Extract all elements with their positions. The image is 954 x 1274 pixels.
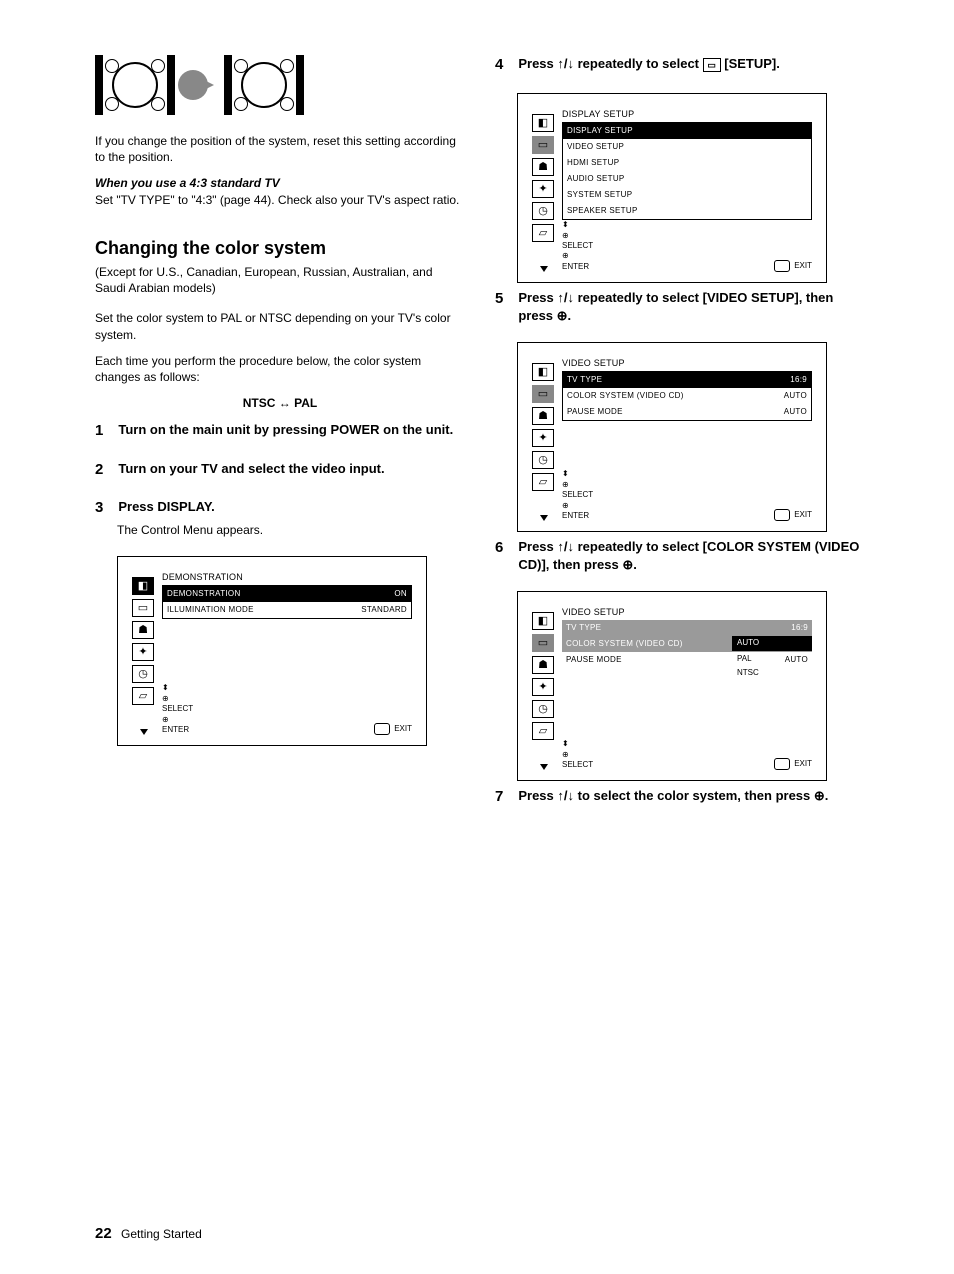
page-footer: 22 Getting Started xyxy=(95,1224,202,1244)
menu-row[interactable]: SPEAKER SETUP xyxy=(563,203,811,219)
menu-row[interactable]: TV TYPE 16:9 xyxy=(563,372,811,388)
sidebar-icon: ◧ xyxy=(532,363,554,381)
step-2: 2 Turn on your TV and select the video i… xyxy=(95,460,465,480)
updown-icon: ⬍ xyxy=(562,739,593,749)
step-5: 5 Press ↑/↓ repeatedly to select [VIDEO … xyxy=(495,289,865,324)
exit-icon[interactable] xyxy=(374,723,390,735)
menu-demonstration: ◧ ▭ ☗ ✦ ◷ ▱ DEMONSTRATION DEMONSTRATION … xyxy=(117,556,427,746)
more-icon xyxy=(140,729,148,735)
menu-row[interactable]: VIDEO SETUP xyxy=(563,139,811,155)
sidebar-icon: ✦ xyxy=(132,643,154,661)
step-4: 4 Press ↑/↓ repeatedly to select ▭ [SETU… xyxy=(495,55,865,75)
updown-icon: ↑/↓ xyxy=(557,290,574,305)
menu-row[interactable]: SYSTEM SETUP xyxy=(563,187,811,203)
menu-title: VIDEO SETUP xyxy=(562,606,625,618)
sidebar-icon: ☗ xyxy=(532,158,554,176)
sidebar-icon: ▱ xyxy=(532,722,554,740)
sidebar-icon: ◧ xyxy=(132,577,154,595)
sidebar-icon: ☗ xyxy=(532,407,554,425)
updown-icon: ↑/↓ xyxy=(557,56,574,71)
step-7: 7 Press ↑/↓ to select the color system, … xyxy=(495,787,865,807)
menu-footer: ⬍ ⊕ SELECT ⊕ ENTER EXIT xyxy=(162,683,412,735)
updown-icon: ⬍ xyxy=(562,469,593,479)
note-position: If you change the position of the system… xyxy=(95,133,465,165)
menu-footer: ⬍ ⊕ SELECT ⊕ ENTER EXIT xyxy=(562,220,812,272)
menu-sidebar: ◧ ▭ ☗ ✦ ◷ ▱ xyxy=(532,363,556,495)
menu-sidebar: ◧ ▭ ☗ ✦ ◷ ▱ xyxy=(532,612,556,744)
updown-icon: ↑/↓ xyxy=(557,788,574,803)
step-3: 3 Press DISPLAY. The Control Menu appear… xyxy=(95,498,465,538)
more-icon xyxy=(540,266,548,272)
menu-title: DISPLAY SETUP xyxy=(562,108,634,120)
more-icon xyxy=(540,515,548,521)
updown-icon: ↑/↓ xyxy=(557,539,574,554)
option-item[interactable]: NTSC xyxy=(732,666,812,681)
setup-icon: ▭ xyxy=(703,58,721,72)
updown-icon: ⬍ xyxy=(162,683,193,693)
sidebar-icon: ☗ xyxy=(132,621,154,639)
menu-sidebar: ◧ ▭ ☗ ✦ ◷ ▱ xyxy=(532,114,556,246)
menu-row[interactable]: TV TYPE 16:9 xyxy=(562,620,812,636)
sidebar-icon: ▭ xyxy=(532,634,554,652)
sidebar-icon: ◷ xyxy=(132,665,154,683)
menu-title: VIDEO SETUP xyxy=(562,357,625,369)
menu-footer: ⬍ ⊕ SELECT EXIT xyxy=(562,739,812,770)
section-subtitle: (Except for U.S., Canadian, European, Ru… xyxy=(95,264,465,296)
tv-4-3 xyxy=(224,55,304,115)
sidebar-icon: ✦ xyxy=(532,180,554,198)
sidebar-icon: ▭ xyxy=(132,599,154,617)
menu-footer: ⬍ ⊕ SELECT ⊕ ENTER EXIT xyxy=(562,469,812,521)
note-4-3: When you use a 4:3 standard TV Set "TV T… xyxy=(95,175,465,207)
menu-title: DEMONSTRATION xyxy=(162,571,243,583)
sidebar-icon: ✦ xyxy=(532,678,554,696)
exit-icon[interactable] xyxy=(774,758,790,770)
exit-icon[interactable] xyxy=(774,260,790,272)
sidebar-icon: ▱ xyxy=(132,687,154,705)
step-6: 6 Press ↑/↓ repeatedly to select [COLOR … xyxy=(495,538,865,573)
updown-icon: ⬍ xyxy=(562,220,593,230)
sidebar-icon: ▱ xyxy=(532,473,554,491)
sidebar-icon: ◧ xyxy=(532,612,554,630)
menu-color-system: ◧ ▭ ☗ ✦ ◷ ▱ VIDEO SETUP TV TYPE 16:9 COL… xyxy=(517,591,827,781)
menu-panel: TV TYPE 16:9 COLOR SYSTEM (VIDEO CD) AUT… xyxy=(562,371,812,421)
menu-row[interactable]: ILLUMINATION MODE STANDARD xyxy=(163,602,411,618)
menu-row[interactable]: COLOR SYSTEM (VIDEO CD) AUTO xyxy=(563,388,811,404)
menu-row[interactable]: DEMONSTRATION ON xyxy=(163,586,411,602)
para-set-color: Set the color system to PAL or NTSC depe… xyxy=(95,310,465,342)
menu-row[interactable]: PAUSE MODE AUTO xyxy=(563,404,811,420)
menu-sidebar: ◧ ▭ ☗ ✦ ◷ ▱ xyxy=(132,577,156,709)
option-item[interactable]: PAL xyxy=(732,652,812,667)
sidebar-icon: ▭ xyxy=(532,385,554,403)
sidebar-icon: ☗ xyxy=(532,656,554,674)
section-title: Changing the color system xyxy=(95,236,465,260)
more-icon xyxy=(540,764,548,770)
flow-ntsc-pal: NTSC ↔ PAL xyxy=(95,395,465,411)
menu-video-setup: ◧ ▭ ☗ ✦ ◷ ▱ VIDEO SETUP TV TYPE 16:9 COL… xyxy=(517,342,827,532)
sidebar-icon: ◷ xyxy=(532,700,554,718)
tv-16-9 xyxy=(95,55,175,115)
step-1: 1 Turn on the main unit by pressing POWE… xyxy=(95,421,465,441)
sidebar-icon: ▱ xyxy=(532,224,554,242)
menu-row[interactable]: HDMI SETUP xyxy=(563,155,811,171)
sidebar-icon: ▭ xyxy=(532,136,554,154)
sidebar-icon: ◧ xyxy=(532,114,554,132)
exit-icon[interactable] xyxy=(774,509,790,521)
menu-row[interactable]: AUDIO SETUP xyxy=(563,171,811,187)
transition-arrow xyxy=(178,70,220,100)
option-item[interactable]: AUTO xyxy=(732,636,812,651)
para-each-time: Each time you perform the procedure belo… xyxy=(95,353,465,385)
menu-display-setup: ◧ ▭ ☗ ✦ ◷ ▱ DISPLAY SETUP DISPLAY SETUP … xyxy=(517,93,827,283)
menu-panel: DISPLAY SETUP VIDEO SETUP HDMI SETUP AUD… xyxy=(562,122,812,220)
menu-row[interactable]: DISPLAY SETUP xyxy=(563,123,811,139)
menu-panel: DEMONSTRATION ON ILLUMINATION MODE STAND… xyxy=(162,585,412,619)
sidebar-icon: ◷ xyxy=(532,451,554,469)
sidebar-icon: ◷ xyxy=(532,202,554,220)
aspect-diagram xyxy=(95,55,465,115)
sidebar-icon: ✦ xyxy=(532,429,554,447)
